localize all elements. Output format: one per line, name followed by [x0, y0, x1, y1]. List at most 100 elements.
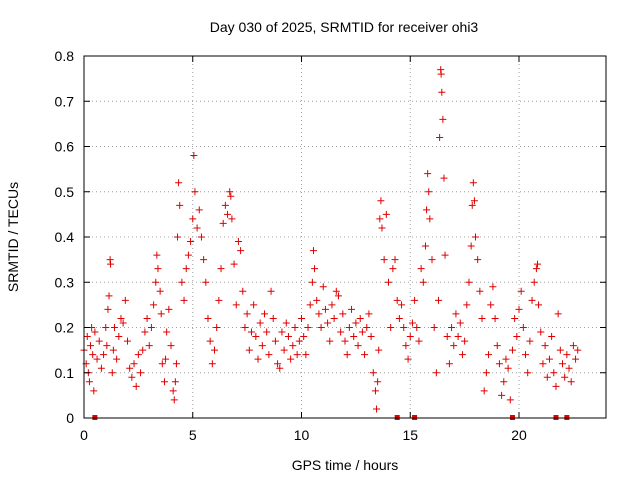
data-point	[519, 324, 527, 331]
x-axis-label: GPS time / hours	[292, 457, 399, 473]
data-point	[330, 314, 338, 322]
data-point	[154, 265, 162, 273]
data-point	[89, 351, 97, 359]
data-point	[263, 328, 271, 336]
data-point	[502, 355, 510, 363]
data-point	[169, 387, 177, 395]
data-point	[91, 328, 99, 336]
data-point	[377, 197, 385, 205]
data-point	[440, 174, 448, 182]
x-tick-label: 5	[189, 427, 197, 443]
data-point	[157, 310, 165, 318]
data-point	[326, 337, 334, 345]
y-tick-label: 0.5	[55, 184, 75, 200]
data-point	[419, 278, 427, 286]
data-point	[456, 319, 464, 327]
data-point	[300, 333, 308, 341]
data-point	[537, 328, 545, 336]
data-point	[162, 355, 170, 363]
data-point	[87, 342, 95, 350]
data-point	[350, 333, 358, 341]
data-point	[302, 351, 310, 359]
data-point	[182, 265, 190, 273]
data-point	[380, 256, 388, 264]
data-point	[354, 342, 362, 350]
data-point	[284, 333, 292, 341]
data-point	[341, 337, 349, 345]
data-point	[438, 88, 446, 96]
data-point	[508, 346, 516, 354]
y-tick-label: 0.7	[55, 93, 75, 109]
data-point	[113, 355, 121, 363]
data-point	[428, 256, 436, 264]
x-tick-label: 10	[294, 427, 310, 443]
data-point	[439, 115, 447, 123]
data-point	[387, 324, 395, 331]
data-point	[532, 265, 540, 273]
data-point	[153, 251, 161, 259]
x-tick-label: 15	[402, 427, 418, 443]
data-point	[567, 378, 575, 386]
data-point	[276, 364, 284, 372]
data-point	[565, 364, 573, 372]
data-point	[472, 233, 479, 241]
data-point	[156, 287, 164, 295]
data-point	[487, 301, 495, 309]
data-point	[132, 382, 140, 390]
data-point	[109, 346, 117, 354]
data-point	[126, 364, 134, 372]
data-point	[480, 387, 488, 395]
data-point	[143, 314, 151, 322]
data-point	[105, 292, 113, 300]
y-axis-label: SRMTID / TECUs	[5, 182, 21, 292]
data-point	[463, 301, 471, 309]
data-point	[103, 342, 111, 350]
data-point	[515, 305, 523, 313]
data-point	[543, 373, 551, 381]
data-point	[476, 287, 484, 295]
data-point	[298, 314, 305, 322]
data-point	[554, 310, 562, 318]
data-point	[271, 337, 279, 345]
data-point	[147, 324, 155, 331]
x-tick-label: 0	[80, 427, 88, 443]
data-point	[358, 328, 366, 336]
data-point	[115, 333, 123, 341]
data-point	[141, 328, 149, 336]
data-point	[265, 351, 273, 359]
data-point	[258, 342, 266, 350]
data-point	[315, 310, 323, 318]
data-point	[117, 314, 125, 322]
data-point	[365, 310, 373, 318]
data-point	[530, 278, 538, 286]
data-point	[267, 287, 275, 295]
data-point	[172, 360, 180, 368]
data-point	[448, 324, 456, 331]
data-point	[436, 133, 444, 141]
data-point	[498, 391, 506, 399]
data-point	[561, 373, 569, 381]
data-point	[400, 324, 408, 331]
data-point	[250, 301, 258, 309]
y-tick-label: 0	[66, 410, 74, 426]
data-point	[528, 296, 536, 304]
data-point	[334, 292, 342, 300]
data-point	[291, 324, 299, 331]
data-point	[102, 324, 110, 331]
data-point	[411, 296, 419, 304]
data-point	[423, 206, 431, 214]
data-point	[339, 310, 347, 318]
data-point	[191, 188, 199, 196]
data-point	[124, 337, 131, 345]
data-point	[282, 319, 290, 327]
data-point	[175, 179, 183, 187]
data-point	[128, 373, 136, 381]
data-point	[247, 328, 255, 336]
data-point	[287, 355, 295, 363]
data-point	[319, 283, 327, 291]
data-point	[469, 179, 477, 187]
data-point	[313, 296, 321, 304]
data-point	[539, 360, 547, 368]
data-point	[371, 387, 379, 395]
